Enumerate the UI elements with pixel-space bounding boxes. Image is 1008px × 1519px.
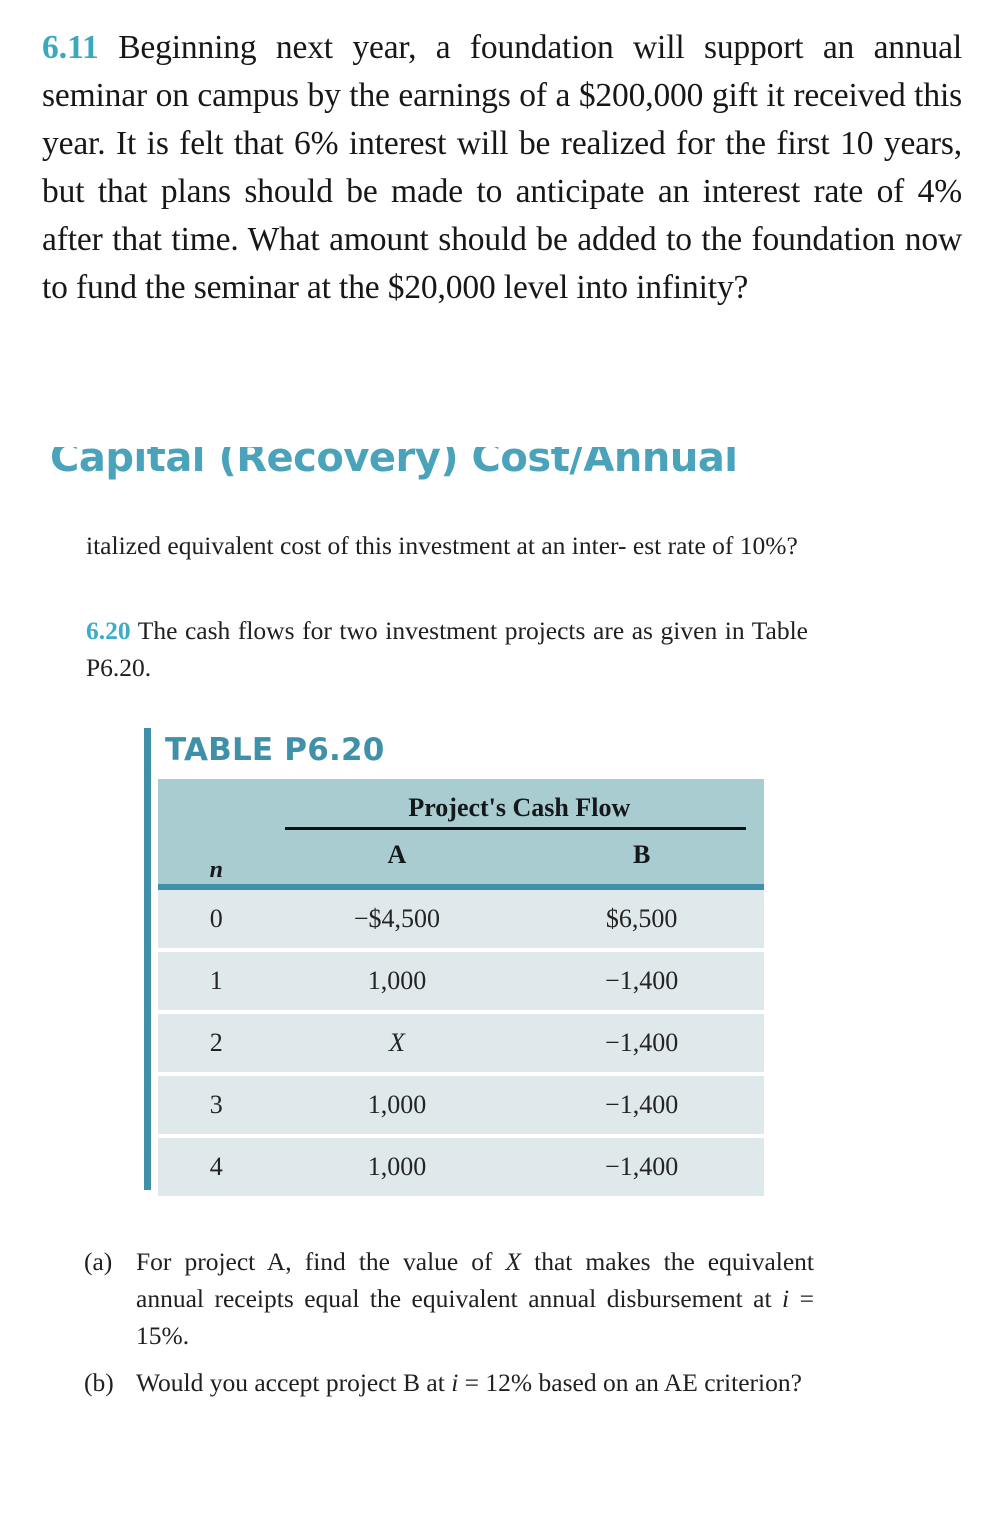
cell-b: −1,400 [519,1012,764,1076]
sub-question-a-body: For project A, find the value of X that … [136,1243,814,1354]
sub-question-b-label: (b) [84,1368,114,1397]
cell-a: 1,000 [274,950,520,1014]
sub-question-b-part1: Would you accept project B at [136,1368,452,1397]
problem-619-tail-paragraph: italized equivalent cost of this investm… [86,527,808,564]
table-group-header-cell: Project's Cash Flow [274,779,764,830]
table-row: 4 1,000 −1,400 [158,1136,764,1196]
table-header-bottom-rule [158,884,764,890]
sub-question-a-var1: X [505,1247,522,1276]
sub-question-a-part2: that makes the equivalent annual receipt… [136,1247,815,1313]
table-column-header-row: n A B [158,830,764,884]
section-heading-label: Capital (Recovery) Cost/Annual [50,447,738,481]
sub-question-a-var2: i [782,1284,790,1313]
table-row: 1 1,000 −1,400 [158,950,764,1014]
cell-a: 1,000 [274,1136,520,1196]
table-row: 0 −$4,500 $6,500 [158,890,764,952]
cell-b: $6,500 [519,890,764,952]
problem-620-text: The cash flows for two investment projec… [86,616,808,682]
table-header-bottom-rule-row [158,884,764,890]
problem-619-tail-line1: italized equivalent cost of this investm… [86,531,627,560]
sub-question-b-part2: = 12% based on an AE criterion? [458,1368,802,1397]
cell-n: 3 [158,1074,275,1138]
sub-questions-list: (a) For project A, find the value of X t… [84,1243,814,1411]
table-col-header-b-label: B [632,840,651,869]
table-group-header-rule [284,827,746,830]
table-head: Project's Cash Flow n A B [158,779,764,890]
table-col-header-n: n [158,830,275,884]
problem-619-tail-line2: est rate of 10%? [632,531,798,560]
cash-flow-table: Project's Cash Flow n A B 0 −$4,500 [158,779,764,1196]
table-accent-bar [144,728,151,1190]
table-row: 2 X −1,400 [158,1012,764,1076]
table-group-header-label: Project's Cash Flow [408,793,631,822]
cell-a: −$4,500 [274,890,520,952]
problem-611-paragraph: 6.11 Beginning next year, a foundation w… [42,24,962,312]
sub-question-b-var1: i [451,1368,459,1397]
cell-n: 2 [158,1012,275,1076]
table-col-header-b: B [519,830,764,884]
problem-611-text: Beginning next year, a foundation will s… [42,29,962,306]
section-heading: Capital (Recovery) Cost/Annual [50,447,950,494]
cell-a: X [274,1012,520,1076]
problem-620-paragraph: 6.20 The cash flows for two investment p… [86,612,808,686]
cell-b: −1,400 [519,1136,764,1196]
cell-b: −1,400 [519,1074,764,1138]
cell-n: 4 [158,1136,275,1196]
cell-n: 1 [158,950,275,1014]
table-body: 0 −$4,500 $6,500 1 1,000 −1,400 2 X −1,4… [158,890,764,1196]
table-col-header-a-label: A [387,840,407,869]
table-p620: TABLE P6.20 Project's Cash Flow n A B [144,728,764,1196]
sub-question-a-part3: = 15%. [136,1284,814,1350]
sub-question-a-label: (a) [84,1247,113,1276]
cell-b: −1,400 [519,950,764,1014]
table-group-header-row: Project's Cash Flow [158,779,764,830]
table-title: TABLE P6.20 [165,732,385,768]
list-item: (b) Would you accept project B at i = 12… [84,1364,814,1401]
list-item: (a) For project A, find the value of X t… [84,1243,814,1354]
cell-a: 1,000 [274,1074,520,1138]
problem-620-number: 6.20 [86,616,131,645]
table-corner-cell [158,779,275,830]
cell-n: 0 [158,890,275,952]
sub-question-a-part1: For project A, find the value of [136,1247,506,1276]
sub-question-b-body: Would you accept project B at i = 12% ba… [136,1364,814,1401]
problem-611-number: 6.11 [42,29,99,66]
table-row: 3 1,000 −1,400 [158,1074,764,1138]
table-col-header-a: A [274,830,520,884]
